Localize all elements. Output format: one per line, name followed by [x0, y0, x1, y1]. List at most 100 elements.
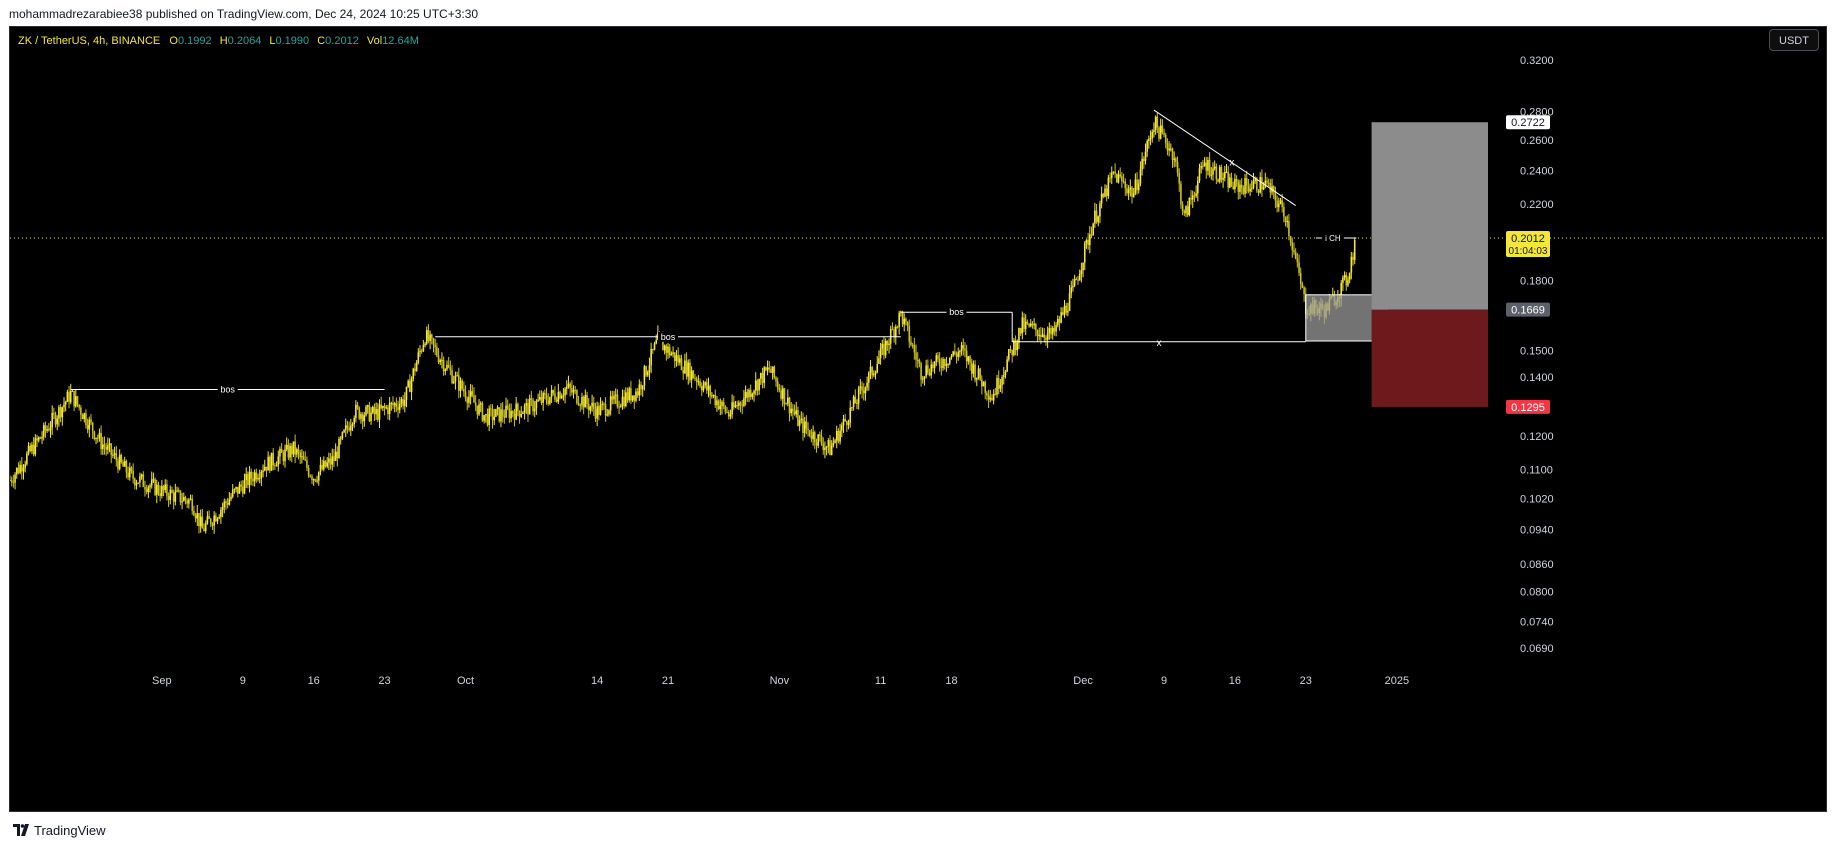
- candle-body: [1143, 158, 1145, 161]
- candle-body: [967, 356, 970, 362]
- candle-body: [923, 376, 926, 379]
- candle-body: [576, 390, 578, 404]
- candle-body: [554, 393, 556, 400]
- candle-body: [1038, 335, 1041, 337]
- low-value: 0.1990: [275, 35, 310, 47]
- candle-body: [76, 396, 79, 405]
- candle-body: [768, 367, 771, 370]
- candle-body: [565, 386, 568, 389]
- candle-body: [510, 410, 512, 419]
- candle-body: [874, 372, 877, 374]
- chart-frame[interactable]: bos bos bos x x i CH 0.2722 0.2012 01:04:03 0.16…: [9, 26, 1827, 812]
- candle-body: [569, 383, 571, 389]
- candle-body: [447, 364, 450, 368]
- candle-body: [1262, 187, 1265, 190]
- candle-body: [1188, 197, 1191, 216]
- candle-body: [1293, 250, 1295, 253]
- candle-body: [213, 515, 215, 526]
- candle-body: [883, 343, 885, 356]
- candle-body: [282, 452, 285, 462]
- candle-body: [528, 398, 531, 415]
- candle-body: [1237, 181, 1240, 192]
- candle-body: [1136, 179, 1138, 191]
- candle-body: [667, 346, 669, 353]
- candle-body: [1217, 179, 1219, 182]
- candle-body: [21, 464, 23, 472]
- candle-body: [1223, 172, 1226, 178]
- candle-body: [965, 350, 968, 362]
- candle-body: [1267, 182, 1270, 184]
- candle-body: [950, 355, 953, 358]
- candle-body: [930, 364, 933, 376]
- candle-body: [734, 405, 737, 408]
- candle-body: [525, 403, 528, 406]
- candle-body: [1191, 195, 1194, 200]
- candle-body: [1244, 178, 1246, 194]
- candle-body: [464, 391, 467, 399]
- candle-body: [1097, 216, 1100, 223]
- candle-body: [760, 373, 762, 379]
- candle-body: [410, 378, 413, 393]
- candle-body: [679, 358, 681, 363]
- candle-body: [1073, 279, 1076, 286]
- candle-body: [1102, 193, 1105, 197]
- candle-body: [918, 360, 921, 364]
- candle-body: [189, 498, 192, 500]
- candle-body: [960, 345, 963, 351]
- candle-body: [81, 414, 84, 420]
- candle-body: [297, 449, 300, 453]
- candle-body: [672, 352, 674, 354]
- y-tick-label: 0.0940: [1520, 525, 1554, 537]
- candle-body: [849, 407, 852, 423]
- candle-body: [194, 515, 197, 519]
- candle-body: [37, 437, 40, 441]
- candle-body: [393, 403, 396, 406]
- candle-body: [982, 381, 985, 387]
- candle-body: [721, 401, 723, 407]
- candle-body: [1277, 203, 1280, 208]
- candle-body: [260, 471, 263, 478]
- candle-body: [257, 477, 259, 480]
- annotations-group: bos bos bos x x i CH: [70, 109, 1388, 395]
- candle-body: [873, 373, 875, 376]
- candle-body: [1151, 131, 1154, 139]
- candle-body: [746, 392, 749, 398]
- candle-body: [1239, 184, 1241, 192]
- candle-body: [186, 500, 188, 504]
- y-tick-label: 0.0690: [1520, 643, 1554, 655]
- candle-body: [339, 438, 342, 440]
- candle-body: [474, 402, 477, 406]
- candle-body: [56, 418, 59, 425]
- candle-body: [505, 405, 507, 418]
- candle-body: [226, 503, 229, 505]
- candle-body: [495, 409, 497, 417]
- candle-body: [1029, 323, 1032, 327]
- candle-body: [1116, 173, 1118, 183]
- candle-body: [1021, 317, 1024, 334]
- candle-body: [39, 437, 42, 439]
- candle-body: [749, 389, 752, 397]
- candle-body: [793, 411, 796, 415]
- candle-body: [722, 401, 725, 407]
- candle-body: [640, 384, 642, 390]
- candle-body: [928, 373, 931, 376]
- candle-body: [662, 338, 664, 351]
- candle-body: [326, 462, 328, 467]
- candle-body: [884, 340, 887, 356]
- currency-button[interactable]: USDT: [1769, 29, 1819, 51]
- candle-body: [1126, 188, 1128, 194]
- candle-body: [824, 447, 826, 450]
- candle-body: [515, 403, 517, 420]
- candle-body: [910, 341, 912, 345]
- candle-body: [140, 474, 143, 477]
- candle-body: [267, 456, 269, 471]
- choch-label-bg: [1321, 232, 1344, 244]
- candle-body: [1220, 167, 1223, 180]
- candle-body: [1060, 312, 1062, 323]
- candle-body: [144, 486, 146, 490]
- candle-body: [513, 413, 516, 420]
- candle-body: [716, 400, 718, 406]
- candle-body: [1176, 162, 1179, 173]
- candle-body: [999, 385, 1002, 389]
